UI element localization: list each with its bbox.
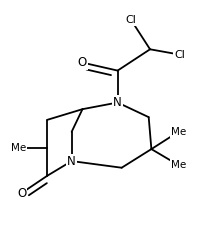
- Text: Cl: Cl: [174, 50, 185, 60]
- Text: N: N: [113, 96, 122, 109]
- Text: N: N: [67, 155, 76, 168]
- Text: Me: Me: [171, 127, 186, 137]
- Text: Me: Me: [11, 143, 26, 153]
- Text: Cl: Cl: [126, 15, 137, 25]
- Text: O: O: [17, 186, 26, 199]
- Text: Me: Me: [171, 160, 186, 170]
- Text: O: O: [78, 56, 87, 69]
